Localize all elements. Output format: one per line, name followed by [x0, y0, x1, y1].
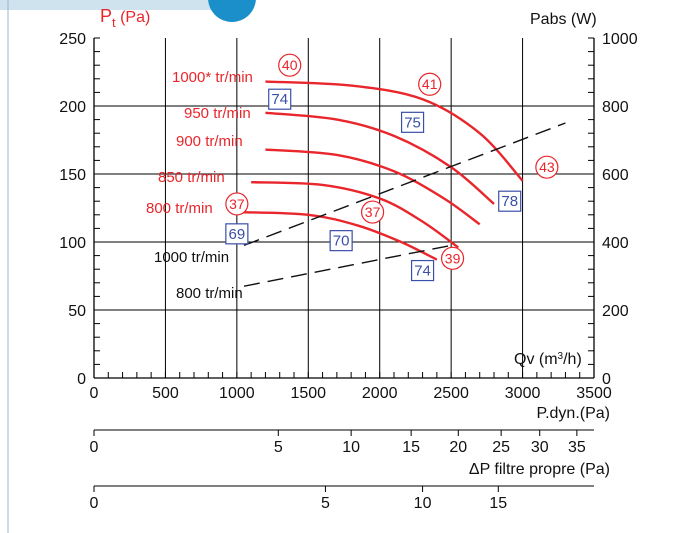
circle-marker-text: 37 — [365, 204, 381, 220]
scale_pdyn-tick-label: 20 — [449, 439, 467, 456]
box-marker-text: 75 — [404, 114, 421, 131]
scale_filter-tick-label: 10 — [414, 495, 432, 512]
box-marker-text: 69 — [229, 226, 246, 243]
x-tick-label: 500 — [152, 385, 179, 402]
pressure-curve-label: 950 tr/min — [184, 105, 251, 122]
power-curve-label: 800 tr/min — [176, 285, 243, 302]
circle-marker-text: 39 — [445, 250, 461, 266]
y2-tick-label: 1000 — [602, 31, 638, 48]
axis-titles: Pt (Pa) Pabs (W) Qv (m3/h) — [100, 6, 597, 368]
box-marker-text: 74 — [414, 263, 431, 280]
circle-marker — [225, 192, 249, 216]
annotations: 40 41 43 37 37 39 74 75 78 69 70 74 — [225, 53, 559, 282]
scale_pdyn-title: P.dyn.(Pa) — [536, 405, 610, 422]
power-curve-1 — [243, 244, 452, 287]
y-tick-label: 250 — [59, 31, 86, 48]
box-marker — [410, 259, 435, 282]
power-curves — [243, 122, 566, 287]
curve-labels: 1000* tr/min 950 tr/min 900 tr/min 850 tr/m… — [146, 69, 253, 302]
pressure-curve-label: 800 tr/min — [146, 200, 213, 217]
scale_filter-title: ΔP filtre propre (Pa) — [469, 461, 610, 478]
x-tick-label: 3500 — [576, 385, 612, 402]
circle-marker — [418, 72, 442, 96]
box-marker — [329, 230, 353, 252]
y-tick-label: 50 — [68, 303, 86, 320]
x-axis-title: Qv (m3/h) — [514, 351, 582, 368]
y-tick-label: 100 — [59, 235, 86, 252]
scale_pdyn-tick-label: 15 — [402, 439, 420, 456]
box-marker — [498, 190, 522, 212]
y2-axis-title: Pabs (W) — [530, 11, 597, 28]
circle-marker — [535, 155, 559, 179]
secondary-scales: P.dyn.(Pa) 0 5 10 15 20 25 30 35 ΔP filtre propre… — [90, 405, 610, 512]
pressure-curve-2 — [265, 148, 481, 226]
box-marker-text: 78 — [501, 193, 518, 210]
y-tick-label: 0 — [77, 371, 86, 388]
scale_pdyn-tick-label: 30 — [531, 439, 549, 456]
scale_pdyn-tick-label: 25 — [492, 439, 510, 456]
y2-tick-label: 200 — [602, 303, 629, 320]
scale_pdyn-tick-label: 35 — [568, 439, 586, 456]
pressure-curve-label: 900 tr/min — [176, 133, 243, 150]
x-tick-label: 1500 — [290, 385, 326, 402]
y-tick-label: 200 — [59, 99, 86, 116]
pressure-curve-label: 850 tr/min — [158, 169, 225, 186]
circle-marker — [360, 200, 385, 224]
circle-marker — [440, 246, 465, 270]
power-curve-0 — [243, 122, 566, 247]
scale_filter-tick-label: 0 — [90, 495, 99, 512]
circle-marker-text: 43 — [539, 159, 555, 175]
y2-tick-label: 400 — [602, 235, 629, 252]
x-tick-label: 2500 — [433, 385, 469, 402]
pressure-curve-4 — [236, 210, 438, 261]
scale_filter-tick-label: 15 — [489, 495, 507, 512]
y-axis-title: Pt (Pa) — [100, 6, 150, 30]
circle-marker-text: 41 — [422, 76, 438, 92]
box-marker — [225, 223, 249, 245]
pressure-curve-label: 1000* tr/min — [172, 69, 253, 86]
box-marker — [268, 88, 292, 110]
axes: 0 500 1000 1500 2000 2500 3000 3500050100150200… — [59, 31, 637, 402]
power-curve-label: 1000 tr/min — [154, 249, 229, 266]
circle-marker-text: 37 — [229, 196, 245, 212]
x-tick-label: 1000 — [219, 385, 255, 402]
circle-marker-text: 40 — [282, 57, 298, 73]
box-marker — [400, 111, 425, 133]
x-tick-label: 2000 — [362, 385, 398, 402]
y2-tick-label: 0 — [602, 371, 611, 388]
y2-tick-label: 600 — [602, 167, 629, 184]
header-decoration — [0, 0, 256, 22]
scale_filter-tick-label: 5 — [321, 495, 330, 512]
box-marker-text: 74 — [271, 91, 288, 108]
pressure-curve-0 — [265, 80, 524, 182]
pressure-curves — [236, 80, 524, 261]
y2-tick-label: 800 — [602, 99, 629, 116]
box-marker-text: 70 — [333, 233, 350, 250]
y-tick-label: 150 — [59, 167, 86, 184]
pressure-curve-3 — [251, 180, 459, 249]
x-tick-label: 3000 — [505, 385, 541, 402]
scale_pdyn-tick-label: 0 — [90, 439, 99, 456]
scale_pdyn-tick-label: 10 — [342, 439, 360, 456]
pressure-curve-1 — [265, 111, 495, 205]
scale_pdyn-tick-label: 5 — [274, 439, 283, 456]
x-tick-label: 0 — [90, 385, 99, 402]
circle-marker — [278, 53, 302, 77]
